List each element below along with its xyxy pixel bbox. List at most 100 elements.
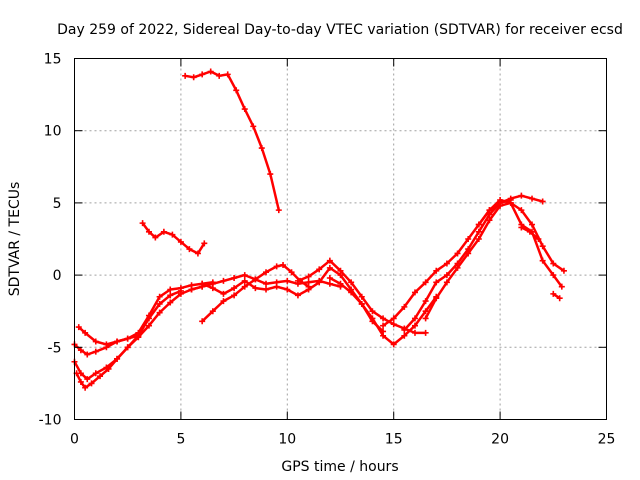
data-point [316,279,323,286]
data-point [305,286,312,293]
data-point [258,145,265,152]
data-point [390,341,397,348]
data-point [348,289,355,296]
data-point [284,277,291,284]
data-point [275,207,282,214]
x-axis-label: GPS time / hours [281,459,398,475]
series-track-8 [199,261,312,325]
data-point [380,322,387,329]
data-point [145,322,152,329]
data-point [241,283,248,290]
data-point [201,240,208,247]
data-point [156,300,163,307]
data-point [103,341,110,348]
series-track-14 [422,199,567,322]
data-point [252,285,259,292]
data-point [433,279,440,286]
data-point [273,263,280,270]
data-point [199,280,206,287]
x-tick-label: 0 [70,432,79,448]
tick-layer [74,58,607,420]
data-point [169,231,176,238]
data-point [263,280,270,287]
data-point [294,292,301,299]
data-point [358,300,365,307]
data-point [82,384,89,391]
series-line [200,266,385,333]
data-point [486,217,493,224]
data-point [288,269,295,276]
data-point [326,264,333,271]
data-point [216,72,223,79]
data-point [558,283,565,290]
series-track-16 [518,224,542,242]
data-point [539,243,546,250]
data-point [105,365,112,372]
data-point [305,273,312,280]
data-point [433,295,440,302]
data-point [337,267,344,274]
data-point [422,298,429,305]
data-point [529,195,536,202]
x-tick-label: 5 [176,432,185,448]
data-point [497,197,504,204]
data-point [454,264,461,271]
data-point [401,303,408,310]
data-point [507,199,514,206]
x-tick-labels: 0 5 10 15 20 25 [70,432,615,448]
data-point [252,276,259,283]
data-point [145,315,152,322]
data-point [422,329,429,336]
data-point [337,280,344,287]
data-point [231,292,238,299]
data-point [209,285,216,292]
data-point [539,257,546,264]
data-point [411,315,418,322]
data-point [454,250,461,257]
data-point [241,277,248,284]
data-point [233,87,240,94]
data-point [186,246,193,253]
data-point [518,207,525,214]
data-point [199,71,206,78]
x-tick-label: 20 [491,432,509,448]
data-point [267,171,274,178]
series-track-17 [550,290,563,302]
data-point [231,274,238,281]
grid-layer [74,58,607,420]
series-line [73,289,183,381]
data-point [401,332,408,339]
data-point [75,324,82,331]
data-point [182,72,189,79]
data-point [294,277,301,284]
data-point [390,315,397,322]
data-point [401,326,408,333]
x-tick-label: 10 [278,432,296,448]
data-point [156,293,163,300]
y-axis-label: SDTVAR / TECUs [7,182,23,297]
data-point [443,279,450,286]
data-point [92,348,99,355]
data-point [280,261,287,268]
series-line [200,263,310,323]
data-point [526,228,533,235]
series-line [183,70,281,212]
data-point [152,234,159,241]
plot-frame [74,58,607,420]
data-point [82,329,89,336]
data-point [241,272,248,279]
data-point [124,335,131,342]
data-point [529,221,536,228]
y-tick-label: 0 [53,268,62,284]
series-track-5 [139,220,208,257]
y-tick-label: 5 [53,196,62,212]
data-point [92,370,99,377]
data-point [207,68,214,75]
series-track-12 [380,197,514,329]
data-point [422,315,429,322]
y-tick-label: 10 [44,124,62,140]
series-line [77,325,140,346]
data-point [224,71,231,78]
data-point [167,286,174,293]
